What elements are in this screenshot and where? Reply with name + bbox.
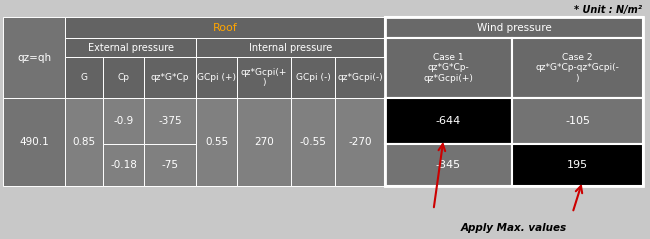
Text: * Unit : N/m²: * Unit : N/m² (574, 5, 642, 15)
Bar (237, 57, 291, 98)
Bar (512, 144, 643, 186)
Bar (335, 57, 385, 98)
Text: -105: -105 (565, 116, 590, 126)
Text: 270: 270 (254, 137, 274, 147)
Text: -644: -644 (436, 116, 461, 126)
Text: -345: -345 (436, 160, 461, 170)
Bar (196, 38, 385, 57)
Bar (385, 17, 643, 186)
Bar (65, 38, 196, 57)
Bar (512, 38, 643, 98)
Bar (103, 144, 144, 186)
Text: Roof: Roof (213, 22, 237, 33)
Text: GCpi (+): GCpi (+) (197, 73, 236, 82)
Text: Case 1
qz*G*Cp-
qz*Gcpi(+): Case 1 qz*G*Cp- qz*Gcpi(+) (424, 53, 473, 83)
Text: 490.1: 490.1 (19, 137, 49, 147)
Bar (385, 38, 512, 98)
Bar (144, 57, 196, 98)
Bar (144, 98, 196, 144)
Text: -0.55: -0.55 (300, 137, 326, 147)
Bar (335, 98, 385, 186)
Bar (291, 57, 335, 98)
Text: 0.85: 0.85 (72, 137, 96, 147)
Text: qz=qh: qz=qh (17, 53, 51, 63)
Text: GCpi (-): GCpi (-) (296, 73, 330, 82)
Text: Case 2
qz*G*Cp-qz*Gcpi(-
): Case 2 qz*G*Cp-qz*Gcpi(- ) (536, 53, 619, 83)
Bar (385, 98, 512, 144)
Bar (512, 98, 643, 144)
Bar (385, 144, 512, 186)
Text: 195: 195 (567, 160, 588, 170)
Text: qz*G*Cp: qz*G*Cp (151, 73, 189, 82)
Text: -375: -375 (158, 116, 182, 126)
Bar (103, 57, 144, 98)
Text: -0.9: -0.9 (113, 116, 134, 126)
Text: Wind pressure: Wind pressure (476, 22, 551, 33)
Bar (385, 17, 643, 38)
Text: Internal pressure: Internal pressure (249, 43, 332, 53)
Text: -270: -270 (348, 137, 372, 147)
Bar (196, 57, 237, 98)
Bar (237, 98, 291, 186)
Text: G: G (81, 73, 88, 82)
Bar (103, 98, 144, 144)
Text: External pressure: External pressure (88, 43, 174, 53)
Bar (291, 98, 335, 186)
Bar (3, 17, 65, 98)
Bar (65, 57, 103, 98)
Text: -0.18: -0.18 (110, 160, 137, 170)
Text: 0.55: 0.55 (205, 137, 228, 147)
Text: Cp: Cp (118, 73, 129, 82)
Bar (3, 98, 65, 186)
Text: qz*Gcpi(+
): qz*Gcpi(+ ) (240, 68, 287, 87)
Bar (144, 144, 196, 186)
Bar (196, 98, 237, 186)
Bar (65, 17, 385, 38)
Text: -75: -75 (161, 160, 179, 170)
Text: qz*Gcpi(-): qz*Gcpi(-) (337, 73, 383, 82)
Text: Apply Max. values: Apply Max. values (461, 223, 567, 233)
Bar (65, 98, 103, 186)
